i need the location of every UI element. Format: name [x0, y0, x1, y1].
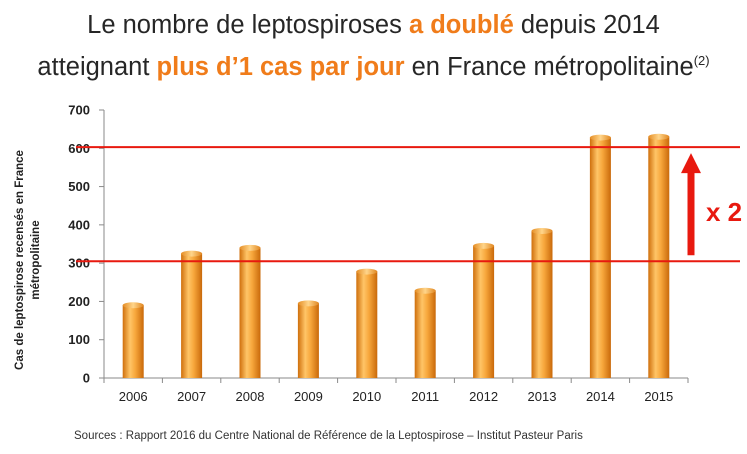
y-tick-label: 300 — [68, 256, 90, 271]
bar-body — [122, 305, 144, 378]
source-note: Sources : Rapport 2016 du Centre Nationa… — [74, 430, 583, 442]
y-tick-label: 200 — [68, 294, 90, 309]
bar-body — [239, 247, 261, 378]
chart-title: Le nombre de leptospiroses a doublé depu… — [0, 8, 747, 85]
x-tick-label: 2013 — [528, 389, 557, 404]
y-tick-label: 600 — [68, 141, 90, 156]
bar-2014 — [589, 134, 611, 378]
bar-2006 — [122, 302, 144, 378]
bar-2007 — [181, 250, 203, 378]
bar-top — [297, 300, 319, 307]
y-tick-label: 500 — [68, 179, 90, 194]
bar-body — [531, 230, 553, 378]
bar-body — [648, 136, 670, 378]
x-tick-label: 2009 — [294, 389, 323, 404]
bar-top — [589, 134, 611, 141]
x-tick-label: 2008 — [236, 389, 265, 404]
x-tick-label: 2010 — [352, 389, 381, 404]
title-highlight-per-day: plus d’1 cas par jour — [156, 53, 405, 81]
title-line-1: Le nombre de leptospiroses a doublé depu… — [0, 8, 747, 43]
bar-body — [356, 271, 378, 378]
title-text-2: depuis 2014 — [513, 11, 660, 39]
bar-top — [648, 133, 670, 140]
bar-top — [122, 302, 144, 309]
bar-body — [414, 290, 436, 378]
x-tick-label: 2015 — [644, 389, 673, 404]
title-text-3: atteignant — [37, 53, 157, 81]
bar-top — [414, 287, 436, 294]
title-text-1: Le nombre de leptospiroses — [87, 11, 409, 39]
x-tick-label: 2012 — [469, 389, 498, 404]
bar-body — [297, 303, 319, 378]
bar-top — [473, 242, 495, 249]
x-tick-label: 2014 — [586, 389, 615, 404]
bar-body — [473, 245, 495, 378]
doubling-annotation: x 2 — [706, 197, 742, 227]
title-highlight-doubled: a doublé — [408, 11, 514, 39]
y-tick-label: 700 — [68, 103, 90, 118]
bar-top — [356, 268, 378, 275]
y-tick-label: 100 — [68, 332, 90, 347]
title-line-2: atteignant plus d’1 cas par jour en Fran… — [0, 43, 747, 85]
x-tick-label: 2007 — [177, 389, 206, 404]
bar-2009 — [297, 300, 319, 378]
x-tick-label: 2006 — [119, 389, 148, 404]
title-text-4: en France métropolitaine — [404, 53, 694, 81]
bar-2012 — [473, 242, 495, 378]
bar-2011 — [414, 287, 436, 378]
bar-top — [181, 250, 203, 257]
title-footnote-ref: (2) — [693, 53, 710, 68]
bar-2015 — [648, 133, 670, 378]
bar-body — [589, 137, 611, 378]
bar-2008 — [239, 244, 261, 378]
y-tick-label: 400 — [68, 217, 90, 232]
bar-top — [531, 227, 553, 234]
bar-2013 — [531, 227, 553, 378]
bar-top — [239, 244, 261, 251]
bar-2010 — [356, 268, 378, 378]
doubling-arrow-head — [681, 153, 701, 174]
bar-body — [181, 253, 203, 378]
x-tick-label: 2011 — [411, 389, 439, 404]
y-tick-label: 0 — [83, 371, 90, 386]
